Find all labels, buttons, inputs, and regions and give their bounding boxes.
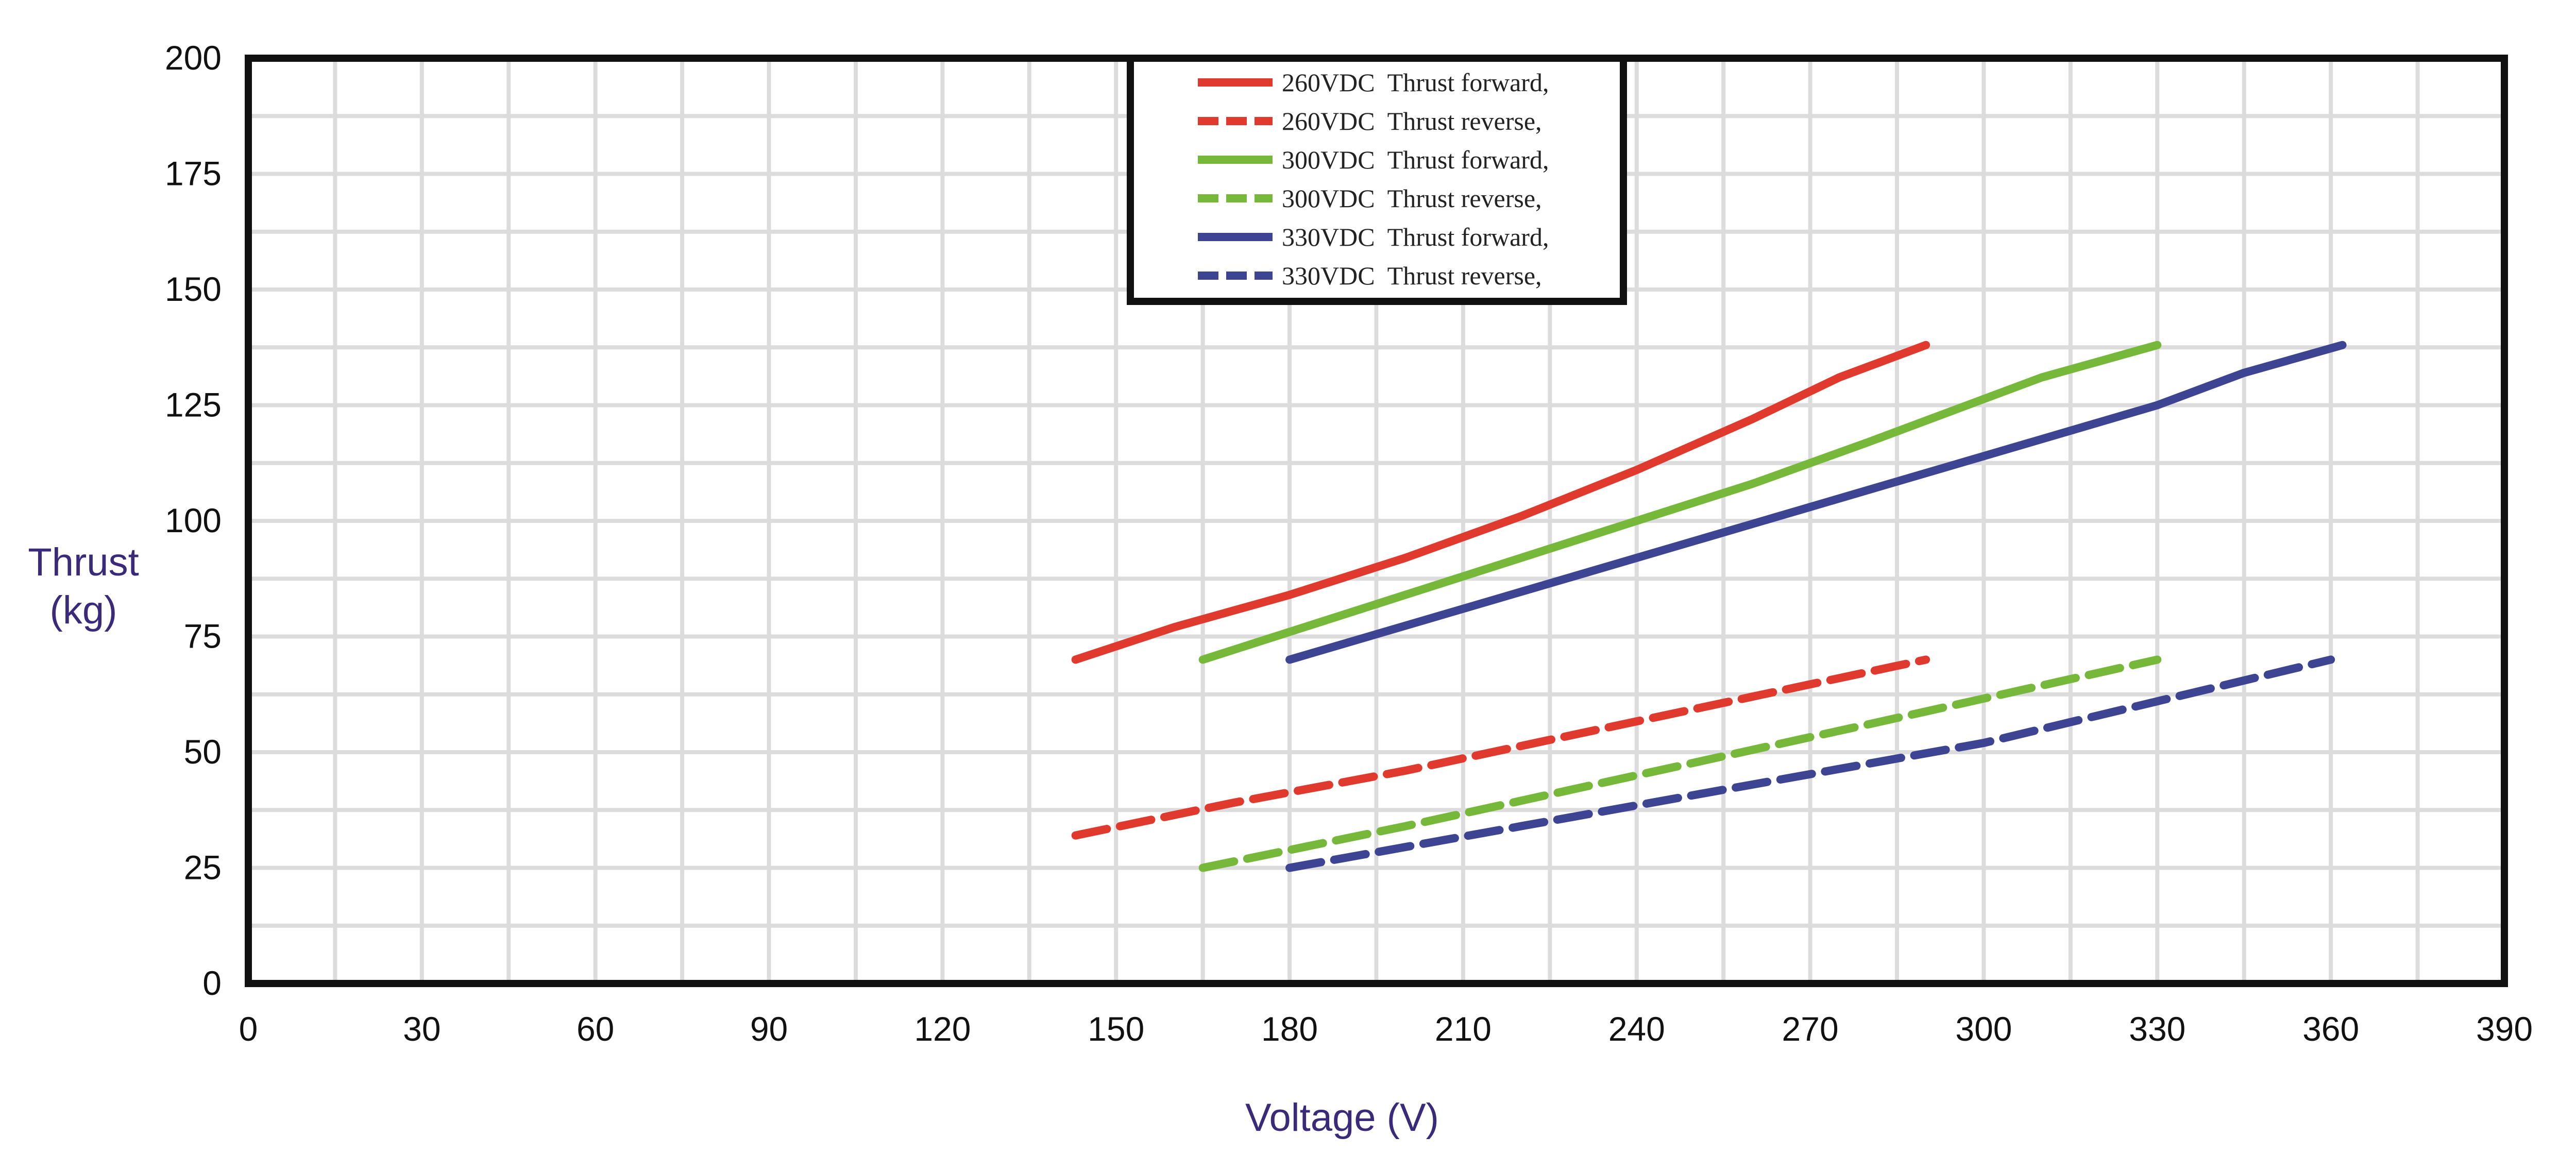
legend: 260VDC Thrust forward, 260VDC Thrust reve… (1127, 55, 1627, 305)
series-line (1071, 341, 1930, 664)
series-line (1198, 341, 2162, 664)
legend-label: 260VDC Thrust reverse, (1282, 107, 1542, 135)
x-tick-label: 120 (914, 1010, 971, 1048)
y-tick-label: 50 (184, 733, 222, 771)
x-tick-label: 180 (1261, 1010, 1318, 1048)
y-axis-ticks: 0 25 50 75 100 125 150 175 200 (165, 39, 222, 1002)
y-axis-title-line1: Thrust (28, 540, 139, 584)
legend-box (1127, 55, 1627, 305)
x-tick-label: 270 (1782, 1010, 1839, 1048)
y-tick-label: 100 (165, 501, 222, 539)
y-tick-label: 125 (165, 386, 222, 424)
legend-label: 330VDC Thrust forward, (1282, 223, 1549, 251)
y-tick-label: 150 (165, 270, 222, 308)
x-tick-label: 300 (1955, 1010, 2012, 1048)
y-tick-label: 25 (184, 849, 222, 887)
y-axis-title-line2: (kg) (50, 588, 117, 632)
x-tick-label: 90 (750, 1010, 788, 1048)
x-axis-ticks: 0 30 60 90 120 150 180 210 240 270 300 330 360 390 (239, 1010, 2533, 1048)
legend-label: 330VDC Thrust reverse, (1282, 261, 1542, 290)
y-tick-label: 0 (202, 964, 222, 1002)
series-line (1071, 655, 1930, 840)
y-tick-label: 175 (165, 155, 222, 193)
x-tick-label: 330 (2129, 1010, 2185, 1048)
y-tick-label: 200 (165, 39, 222, 77)
legend-label: 260VDC Thrust forward, (1282, 68, 1549, 97)
series-lines (1071, 341, 2347, 872)
x-tick-label: 390 (2476, 1010, 2533, 1048)
series-line (1285, 655, 2335, 872)
x-tick-label: 0 (239, 1010, 258, 1048)
legend-label: 300VDC Thrust forward, (1282, 145, 1549, 174)
x-tick-label: 60 (577, 1010, 614, 1048)
x-tick-label: 360 (2302, 1010, 2359, 1048)
series-line (1198, 655, 2162, 872)
x-tick-label: 240 (1608, 1010, 1665, 1048)
x-tick-label: 30 (403, 1010, 440, 1048)
grid (248, 58, 2504, 984)
x-tick-label: 210 (1435, 1010, 1492, 1048)
x-tick-label: 150 (1088, 1010, 1144, 1048)
series-line (1285, 341, 2347, 664)
legend-label: 300VDC Thrust reverse, (1282, 184, 1542, 213)
y-tick-label: 75 (184, 617, 222, 655)
x-axis-title: Voltage (V) (1245, 1096, 1439, 1140)
